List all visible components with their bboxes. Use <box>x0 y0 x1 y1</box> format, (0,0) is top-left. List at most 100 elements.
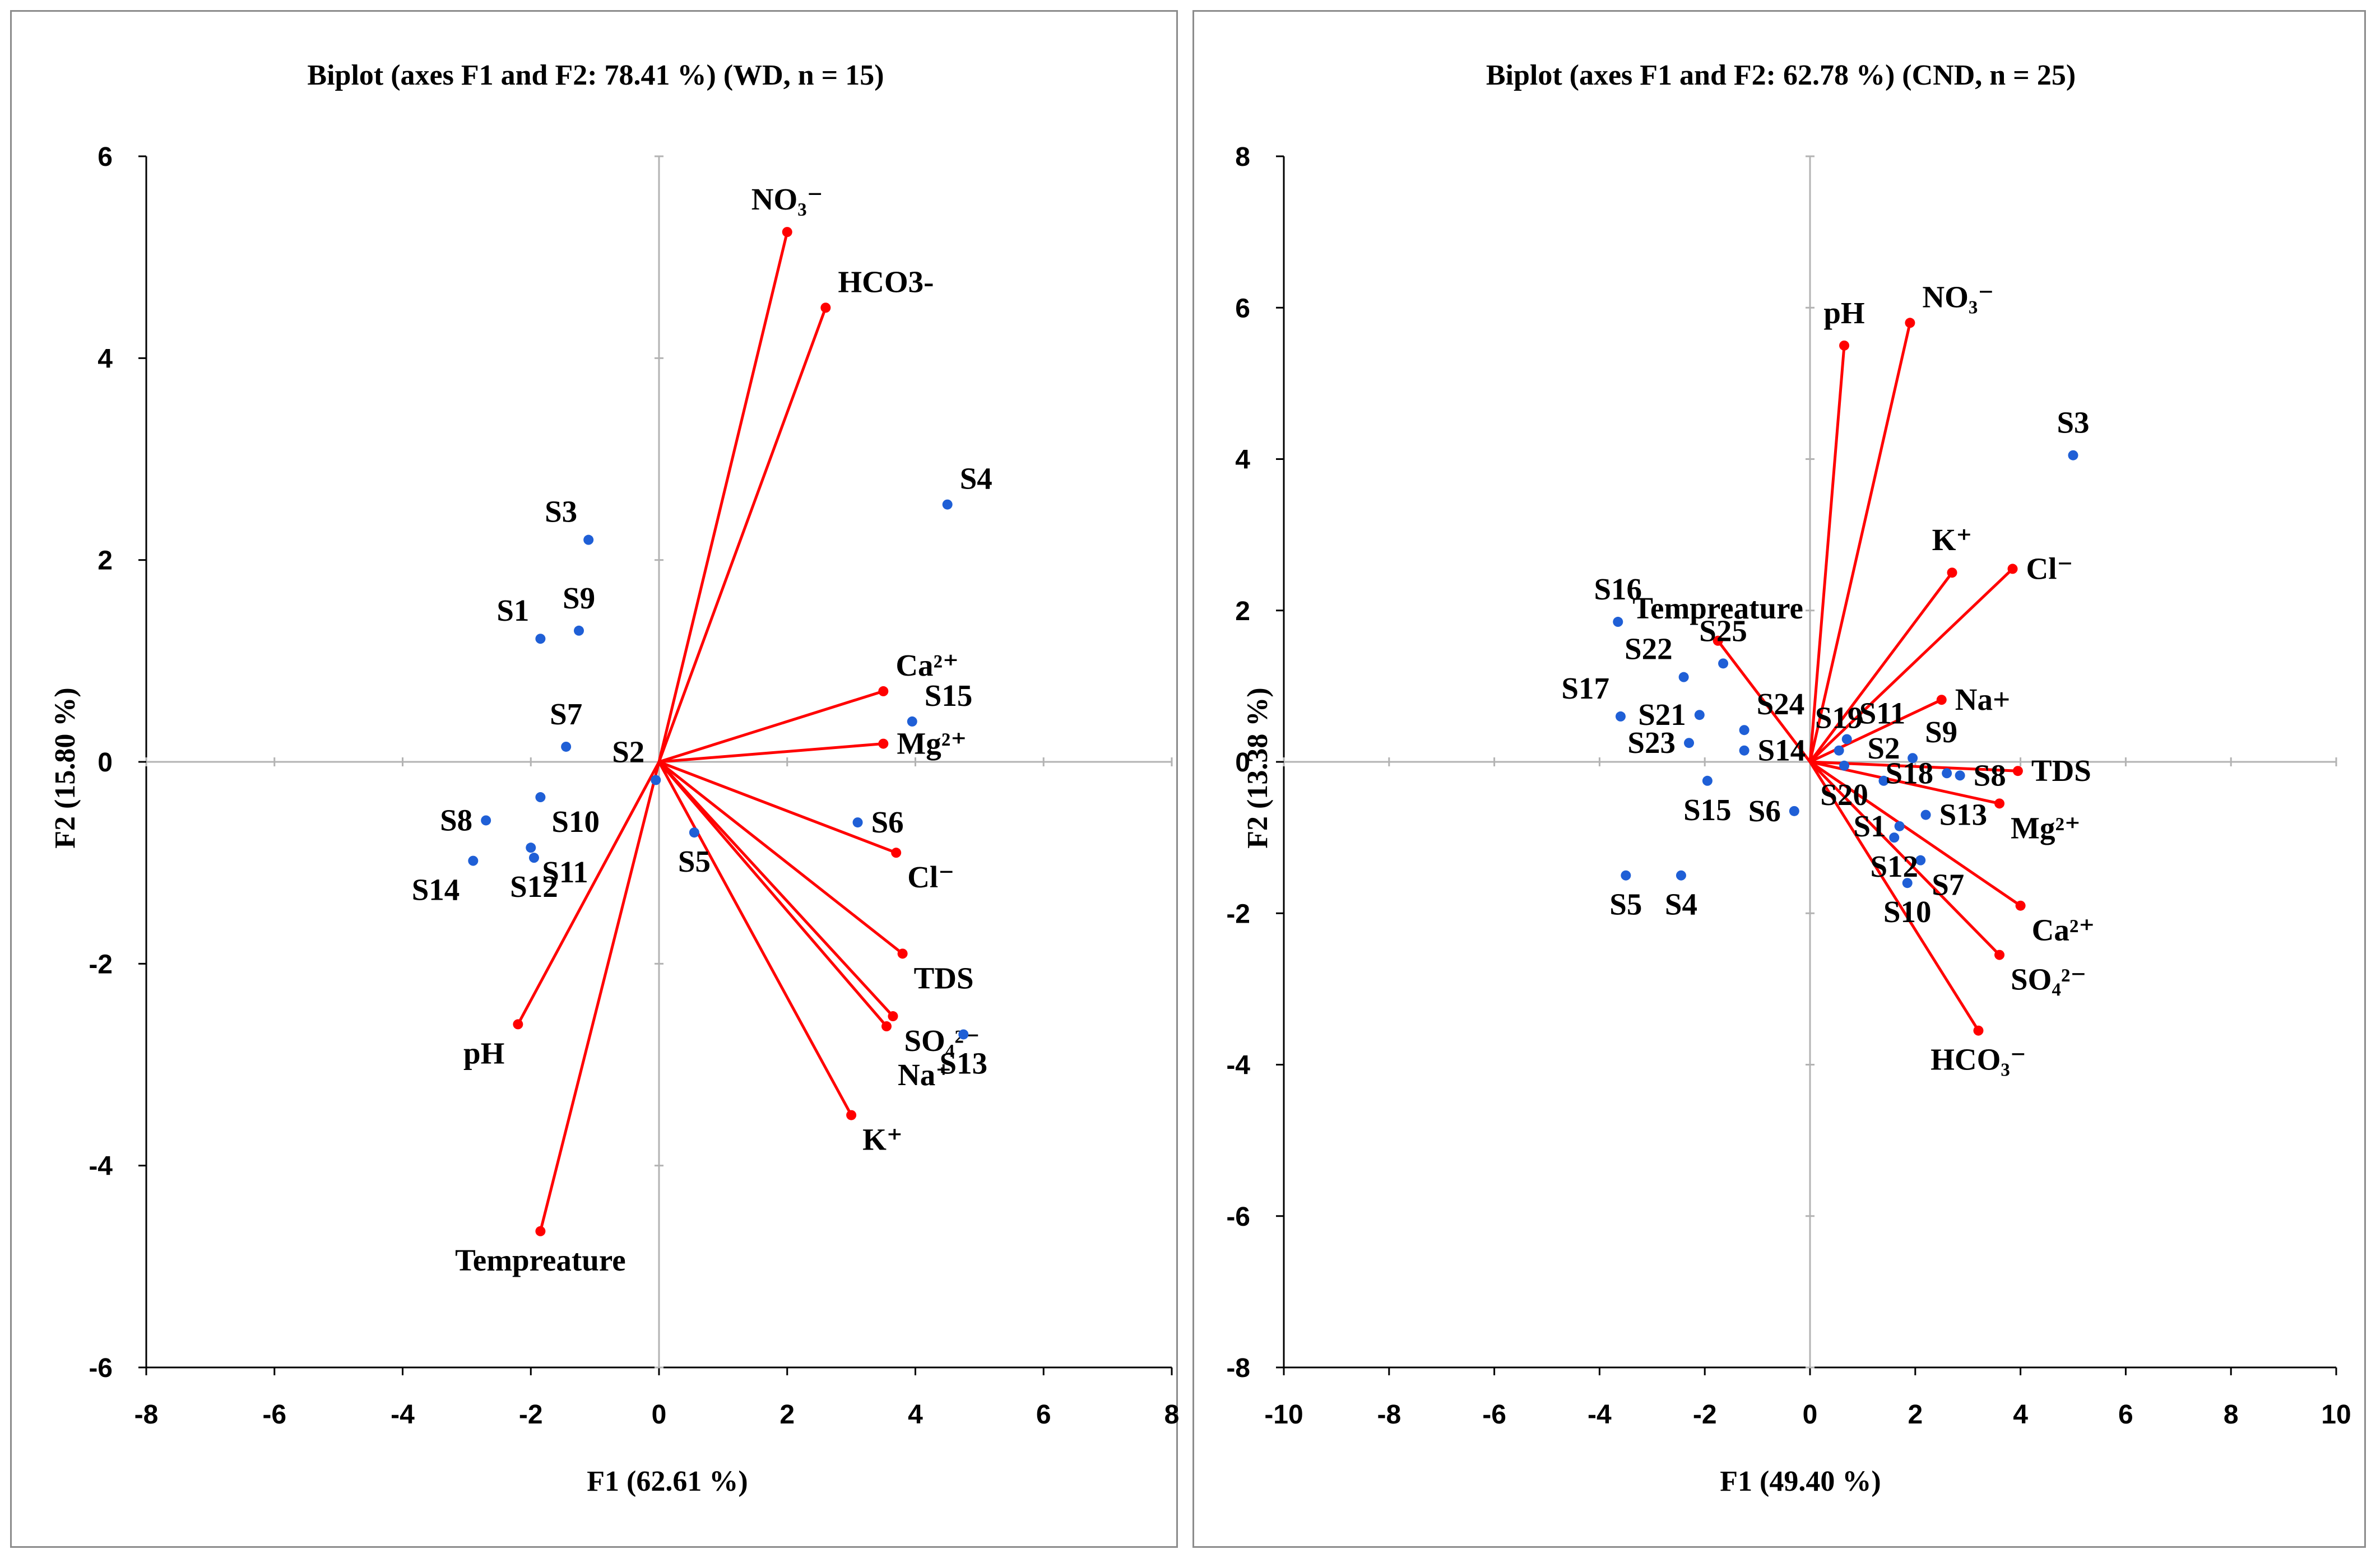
x-tick-label: 2 <box>779 1400 795 1430</box>
observation-point <box>468 855 479 866</box>
x-tick-label: -8 <box>1377 1400 1401 1430</box>
y-tick-label: -4 <box>1226 1051 1250 1081</box>
y-tick-label: -2 <box>89 950 113 979</box>
variable-endpoint <box>1713 635 1723 646</box>
biplot-wd-panel: Biplot (axes F1 and F2: 78.41 %) (WD, n … <box>10 10 1179 1548</box>
variable-endpoint <box>2015 900 2026 911</box>
variable-vector <box>657 761 853 1116</box>
observation-point <box>651 775 661 785</box>
biplot-cnd-chart: Biplot (axes F1 and F2: 62.78 %) (CND, n… <box>1226 59 2351 1497</box>
observation-label: S5 <box>1609 887 1642 922</box>
observation-label: S7 <box>550 697 582 731</box>
y-tick-label: 6 <box>98 142 113 172</box>
observation-label: S2 <box>1867 731 1900 765</box>
observation-point <box>1678 672 1689 682</box>
observation-label: S11 <box>1859 696 1906 730</box>
observation-point <box>1841 734 1852 745</box>
observation-label: S14 <box>1758 733 1806 767</box>
x-tick-label: 4 <box>908 1400 923 1430</box>
variable-endpoint <box>888 1011 898 1022</box>
y-tick-label: 2 <box>1235 597 1250 626</box>
observation-point <box>2068 450 2078 460</box>
observation-point <box>1834 745 1844 756</box>
observation-point <box>1894 821 1905 831</box>
y-tick-label: 2 <box>98 546 113 576</box>
variable-endpoint <box>782 227 792 238</box>
observation-point <box>1613 617 1623 627</box>
observation-point <box>535 792 546 803</box>
variable-label: HCO₃⁻ <box>1930 1043 2026 1077</box>
variable-endpoint <box>535 1226 546 1236</box>
observation-label: S23 <box>1627 725 1676 760</box>
variable-label: Mg²⁺ <box>2011 811 2081 845</box>
variable-label: pH <box>463 1036 504 1070</box>
variable-label: Mg²⁺ <box>897 727 967 761</box>
x-axis-title: F1 (62.61 %) <box>587 1465 748 1497</box>
variable-vector <box>1808 345 1846 762</box>
observation-label: S1 <box>1854 809 1886 843</box>
y-tick-label: -2 <box>1226 899 1250 929</box>
variable-endpoint <box>1994 798 2005 809</box>
variable-endpoint <box>2012 766 2023 776</box>
variable-label: SO₄²⁻ <box>2011 962 2086 997</box>
variable-vector <box>658 760 897 854</box>
observation-label: S13 <box>1939 798 1988 832</box>
observation-point <box>1702 775 1713 786</box>
observation-point <box>1889 832 1900 843</box>
x-tick-label: 8 <box>2224 1400 2239 1430</box>
x-tick-label: -6 <box>262 1400 286 1430</box>
observation-point <box>1676 870 1686 881</box>
y-tick-label: -6 <box>1226 1202 1250 1232</box>
observation-point <box>561 741 572 752</box>
observation-label: S10 <box>1883 895 1932 929</box>
variable-label: Na+ <box>1955 682 2011 716</box>
variable-label: TDS <box>914 961 974 995</box>
observation-label: S21 <box>1638 697 1686 732</box>
variable-endpoint <box>878 738 889 749</box>
variable-label: SO₄²⁻ <box>904 1023 980 1058</box>
observation-label: S13 <box>939 1046 987 1080</box>
variable-vector <box>517 761 661 1025</box>
observation-point <box>481 815 491 826</box>
observation-point <box>1621 870 1631 881</box>
observation-label: S4 <box>1665 887 1697 922</box>
chart-title: Biplot (axes F1 and F2: 78.41 %) (WD, n … <box>307 59 884 91</box>
y-tick-label: 0 <box>98 748 113 778</box>
variable-endpoint <box>881 1021 892 1032</box>
observation-point <box>574 625 584 636</box>
observation-label: S3 <box>2057 406 2089 440</box>
variable-vector <box>658 742 884 764</box>
variable-label: Ca²⁺ <box>895 648 959 682</box>
variable-endpoint <box>878 686 889 696</box>
x-tick-label: -2 <box>519 1400 543 1430</box>
variable-endpoint <box>1947 567 1957 578</box>
observation-label: S8 <box>440 803 472 837</box>
observation-label: S11 <box>542 855 588 889</box>
y-axis-title: F2 (15.80 %) <box>49 687 81 848</box>
observation-point <box>958 1029 969 1040</box>
variable-vector <box>657 307 827 762</box>
variable-endpoint <box>820 303 831 313</box>
observation-point <box>535 634 546 644</box>
observation-point <box>583 534 594 545</box>
observation-label: S19 <box>1815 701 1863 735</box>
chart-title: Biplot (axes F1 and F2: 62.78 %) (CND, n… <box>1486 59 2076 91</box>
observation-point <box>1684 738 1695 748</box>
variable-label: pH <box>1823 296 1864 330</box>
variable-vector <box>658 761 888 1027</box>
observation-label: S16 <box>1594 572 1642 606</box>
observation-point <box>1942 768 1952 779</box>
observation-label: S24 <box>1757 687 1805 721</box>
y-axis-title: F2 (13.38 %) <box>1242 687 1274 848</box>
observation-point <box>526 843 536 853</box>
observation-label: S15 <box>1683 793 1732 827</box>
variable-label: NO₃⁻ <box>1922 280 1994 314</box>
observation-point <box>1955 770 1965 781</box>
variable-endpoint <box>1973 1025 1984 1036</box>
observation-point <box>1920 809 1931 820</box>
observation-point <box>1739 725 1749 736</box>
variable-vector <box>1808 761 1980 1032</box>
variable-label: HCO3- <box>838 264 934 299</box>
observation-label: S14 <box>412 873 460 907</box>
observation-point <box>1615 711 1626 722</box>
